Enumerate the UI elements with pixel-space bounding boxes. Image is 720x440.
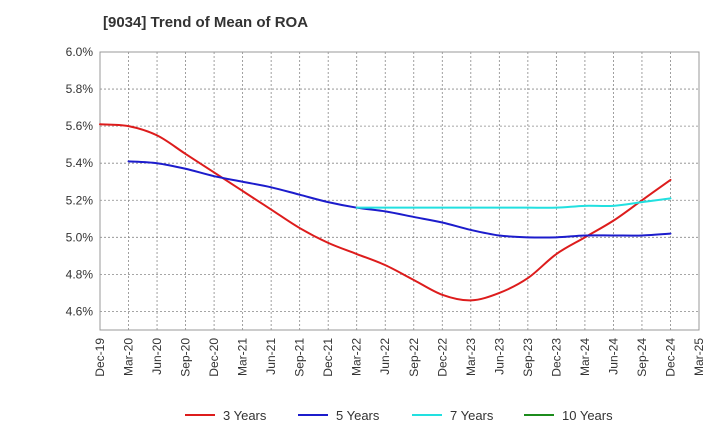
y-tick-label: 6.0% — [66, 45, 94, 59]
series-line-5-years — [127, 160, 672, 239]
x-tick-label: Sep-22 — [407, 338, 421, 377]
series-line-3-years — [99, 123, 672, 302]
x-tick-label: Dec-22 — [435, 338, 449, 377]
x-tick-label: Jun-21 — [264, 338, 278, 375]
x-tick-label: Jun-22 — [378, 338, 392, 375]
x-tick-label: Dec-23 — [549, 338, 563, 377]
x-tick-label: Dec-24 — [663, 338, 677, 377]
y-tick-label: 5.8% — [66, 82, 94, 96]
y-tick-label: 5.2% — [66, 193, 94, 207]
x-tick-label: Sep-20 — [179, 338, 193, 377]
y-tick-label: 5.4% — [66, 156, 94, 170]
x-tick-label: Jun-24 — [606, 338, 620, 375]
y-tick-label: 5.6% — [66, 119, 94, 133]
x-tick-label: Dec-20 — [207, 338, 221, 377]
series-line-7-years — [355, 197, 672, 209]
legend-label-10-years: 10 Years — [562, 408, 613, 423]
series-lines — [99, 123, 672, 302]
legend: 3 Years 5 Years 7 Years 10 Years — [185, 408, 613, 423]
y-tick-label: 4.6% — [66, 304, 94, 318]
grid-lines — [100, 52, 699, 330]
x-tick-label: Sep-24 — [635, 338, 649, 377]
x-tick-label: Mar-20 — [122, 338, 136, 376]
chart-title: [9034] Trend of Mean of ROA — [103, 14, 309, 31]
x-tick-label: Mar-22 — [350, 338, 364, 376]
legend-label-7-years: 7 Years — [450, 408, 494, 423]
plot-area-frame — [99, 51, 700, 331]
x-tick-label: Mar-25 — [692, 338, 706, 376]
x-tick-label: Sep-21 — [293, 338, 307, 377]
x-tick-label: Dec-21 — [321, 338, 335, 377]
x-tick-label: Sep-23 — [521, 338, 535, 377]
legend-label-5-years: 5 Years — [336, 408, 380, 423]
x-tick-label: Mar-21 — [236, 338, 250, 376]
y-tick-label: 4.8% — [66, 267, 94, 281]
x-tick-label: Dec-19 — [93, 338, 107, 377]
x-tick-label: Jun-20 — [150, 338, 164, 375]
x-tick-label: Mar-24 — [578, 338, 592, 376]
legend-label-3-years: 3 Years — [223, 408, 267, 423]
y-tick-label: 5.0% — [66, 230, 94, 244]
x-tick-label: Mar-23 — [464, 338, 478, 376]
axis-labels: Dec-19 Mar-20 Jun-20 Sep-20 Dec-20 Mar-21 Jun-… — [66, 45, 706, 377]
x-tick-label: Jun-23 — [492, 338, 506, 375]
